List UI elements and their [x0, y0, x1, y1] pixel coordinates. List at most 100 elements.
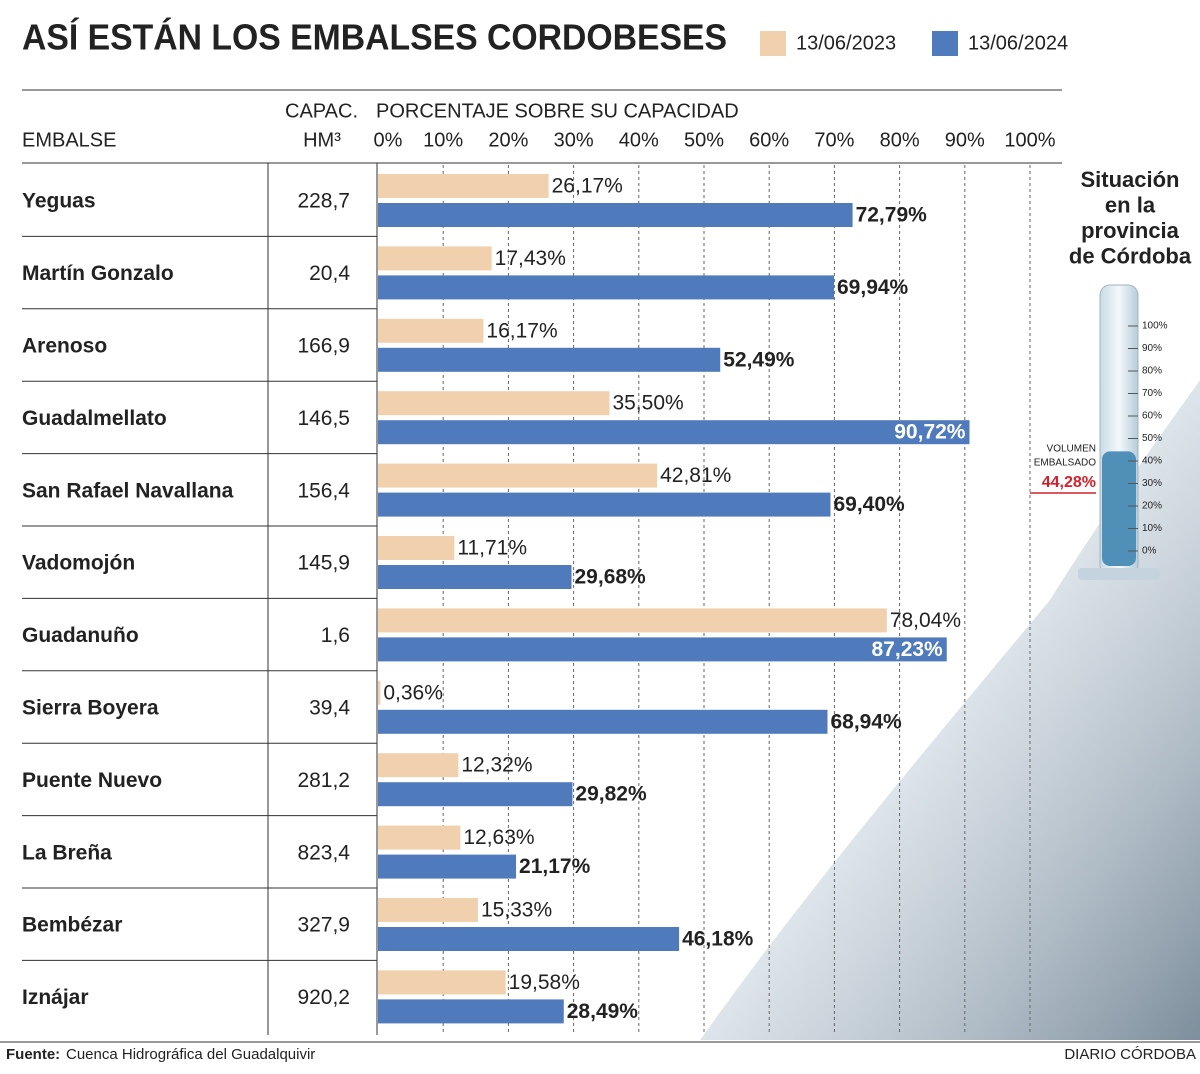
legend-label: 13/06/2024 [968, 32, 1068, 54]
value-label: 35,50% [612, 392, 683, 415]
capacity: 156,4 [297, 479, 350, 502]
legend-swatch [760, 31, 786, 56]
capacity: 1,6 [321, 624, 350, 647]
value-label: 26,17% [552, 175, 623, 198]
category-label: San Rafael Navallana [22, 479, 234, 502]
bar [378, 637, 947, 662]
x-tick-label: 80% [880, 129, 920, 151]
gauge-title: de Córdoba [1069, 243, 1192, 268]
value-label: 0,36% [383, 681, 443, 704]
value-label: 21,17% [519, 855, 591, 878]
value-label: 69,94% [837, 276, 909, 299]
gauge-tick-label: 20% [1142, 501, 1162, 512]
gauge-tick-label: 40% [1142, 456, 1162, 467]
gauge-base [1078, 568, 1160, 580]
gauge-tick-label: 60% [1142, 411, 1162, 422]
x-tick-label: 50% [684, 129, 724, 151]
category-label: Guadanuño [22, 624, 139, 647]
bar [378, 680, 381, 705]
bar [378, 898, 478, 922]
bar [378, 782, 573, 807]
x-tick-label: 20% [488, 129, 528, 151]
value-label: 15,33% [481, 899, 552, 922]
value-label: 29,82% [575, 783, 647, 806]
capacity: 823,4 [297, 841, 350, 864]
column-header: CAPAC. [285, 100, 358, 122]
brand: DIARIO CÓRDOBA [1064, 1046, 1196, 1063]
category-label: La Breña [22, 841, 112, 864]
bar [378, 999, 564, 1024]
capacity: 166,9 [297, 335, 350, 358]
capacity: 146,5 [297, 407, 350, 430]
value-label: 72,79% [856, 204, 928, 227]
category-label: Yeguas [22, 190, 96, 213]
x-tick-label: 40% [619, 129, 659, 151]
gauge-tick-label: 90% [1142, 343, 1162, 354]
category-label: Bembézar [22, 914, 122, 937]
gauge-tick-label: 100% [1142, 321, 1168, 332]
category-label: Puente Nuevo [22, 769, 162, 792]
column-header: HM³ [303, 129, 341, 151]
value-label: 42,81% [660, 464, 731, 487]
value-label: 12,32% [461, 754, 532, 777]
legend-swatch [932, 31, 958, 56]
bar [378, 970, 506, 995]
x-tick-label: 10% [423, 129, 463, 151]
category-label: Iznájar [22, 986, 89, 1009]
bar [378, 391, 610, 416]
bar [378, 536, 455, 560]
x-tick-label: 30% [554, 129, 594, 151]
value-label: 12,63% [463, 826, 534, 849]
bar [378, 203, 853, 227]
x-tick-label: 90% [945, 129, 985, 151]
gauge-tick-label: 0% [1142, 546, 1157, 557]
gauge-tick-label: 50% [1142, 433, 1162, 444]
chart-title: ASÍ ESTÁN LOS EMBALSES CORDOBESES [22, 17, 727, 58]
bar [378, 492, 831, 517]
value-label: 16,17% [486, 319, 557, 342]
category-label: Vadomojón [22, 552, 135, 575]
capacity: 920,2 [297, 986, 350, 1009]
value-label: 90,72% [894, 421, 966, 444]
axis-title: PORCENTAJE SOBRE SU CAPACIDAD [376, 100, 739, 122]
capacity: 20,4 [309, 262, 350, 285]
value-label: 87,23% [872, 638, 944, 661]
category-label: Guadalmellato [22, 407, 167, 430]
bar [378, 608, 887, 633]
value-label: 68,94% [830, 710, 902, 733]
bar [378, 709, 828, 734]
bar [378, 565, 572, 589]
category-label: Sierra Boyera [22, 697, 159, 720]
source-label: Fuente: [6, 1046, 60, 1063]
gauge-tick-label: 80% [1142, 366, 1162, 377]
x-tick-label: 0% [374, 129, 403, 151]
gauge-caption: VOLUMEN [1047, 444, 1096, 455]
bar [378, 825, 461, 850]
capacity: 281,2 [297, 769, 350, 792]
gauge-title: provincia [1081, 218, 1180, 243]
bar [378, 463, 658, 488]
bar [378, 174, 549, 198]
gauge-title: Situación [1080, 167, 1179, 192]
value-label: 78,04% [890, 609, 961, 632]
bar [378, 854, 517, 879]
bar [378, 347, 721, 372]
value-label: 28,49% [567, 1000, 639, 1023]
gauge-tick-label: 10% [1142, 523, 1162, 534]
source: Cuenca Hidrográfica del Guadalquivir [66, 1046, 315, 1063]
column-header: EMBALSE [22, 129, 116, 151]
gauge-title: en la [1105, 192, 1156, 217]
capacity: 327,9 [297, 914, 350, 937]
gauge-tick-label: 70% [1142, 388, 1162, 399]
value-label: 46,18% [682, 928, 754, 951]
gauge-caption: EMBALSADO [1034, 458, 1096, 469]
value-label: 11,71% [457, 537, 527, 560]
gauge-fill [1102, 451, 1136, 566]
category-label: Arenoso [22, 335, 107, 358]
capacity: 39,4 [309, 697, 350, 720]
value-label: 29,68% [575, 566, 647, 589]
bar [378, 318, 484, 343]
capacity: 145,9 [297, 552, 350, 575]
